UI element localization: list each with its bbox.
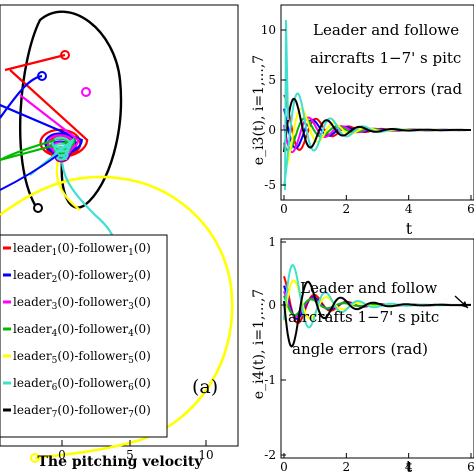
top-ytick-label: 0 [268,123,276,137]
top-xtick-label: 2 [343,202,351,216]
top-plot-frame [280,4,474,201]
top-series-line [283,92,471,187]
legend-entry: leader1(0)-follower1(0) [13,241,151,258]
legend-entry: leader6(0)-follower6(0) [13,376,151,393]
bottom-right-chart: 0 2 4 6 -2 -1 0 1 e_i4(t), i=1,...,7 t Leader a… [251,235,474,474]
bottom-ytick-label: 0 [268,298,276,312]
bottom-series-line [283,280,471,348]
bottom-ytick-label: -1 [264,373,276,387]
legend-entry: leader7(0)-follower7(0) [13,403,151,420]
legend-entry: leader5(0)-follower5(0) [13,349,151,366]
top-xtick-label: 4 [405,202,413,216]
left-xlabel: The pitching velocity [38,454,204,470]
start-marker [81,87,91,97]
top-series-spike [284,19,289,191]
bottom-ytick-label: 1 [268,235,276,249]
start-marker [30,453,40,463]
bottom-xtick-label: 0 [280,460,288,474]
top-xtick-label: 6 [467,202,474,216]
left-xtick-label: 5 [126,448,134,462]
top-right-chart: 0 2 4 6 -5 0 5 10 e_i3(t), i=1,...,7 t Leader a… [251,4,474,238]
left-xtick-label: 0 [58,448,66,462]
start-marker [33,203,43,213]
bottom-ylabel: e_i4(t), i=1,...,7 [251,289,267,399]
trajectory-yellow [0,175,234,460]
legend-entry: leader2(0)-follower2(0) [13,268,151,285]
start-marker [60,50,70,60]
left-phase-plot: 0 5 10 The pitching velocity leader1(0)-fo… [0,4,239,470]
bottom-annotation-line-3: angle errors (rad) [292,340,428,358]
top-series-line [283,94,471,151]
top-ytick-label: 5 [268,73,276,87]
left-xtick-label: 10 [198,448,213,462]
legend-box [0,234,168,438]
bottom-ytick-label: -2 [264,448,276,462]
trajectory-cyan-spiral [29,136,75,176]
bottom-annotation-line-2: aircrafts 1−7' s pitc [288,308,439,326]
top-annotation-line-3: velocity errors (rad [314,80,462,98]
bottom-xtick-label: 6 [467,460,474,474]
top-annotation-line-1: Leader and followe [313,21,459,39]
trajectory-red-tail [4,53,66,72]
annotation-arrowhead [461,301,468,308]
top-ytick-label: -5 [264,178,276,192]
bottom-xtick-label: 4 [405,460,413,474]
bottom-xtick-label: 2 [343,460,351,474]
top-series-line [283,107,471,170]
top-xtick-label: 0 [280,202,288,216]
panel-tag: (a) [192,376,218,398]
bottom-annotation-line-1: Leader and follow [300,279,437,297]
top-ytick-label: 10 [261,23,276,37]
bottom-xlabel: t [406,457,413,474]
top-ylabel: e_i3(t), i=1,...,7 [251,55,267,165]
top-series-line [283,97,471,153]
trajectory-green-tail [0,138,56,161]
legend-entry: leader4(0)-follower4(0) [13,322,151,339]
legend-entry: leader3(0)-follower3(0) [13,295,151,312]
trajectory-blue-lower [0,154,59,191]
start-marker [37,71,47,81]
bottom-plot-frame [280,238,474,459]
top-annotation-line-2: aircrafts 1−7' s pitc [310,49,461,67]
top-xlabel: t [406,219,413,238]
